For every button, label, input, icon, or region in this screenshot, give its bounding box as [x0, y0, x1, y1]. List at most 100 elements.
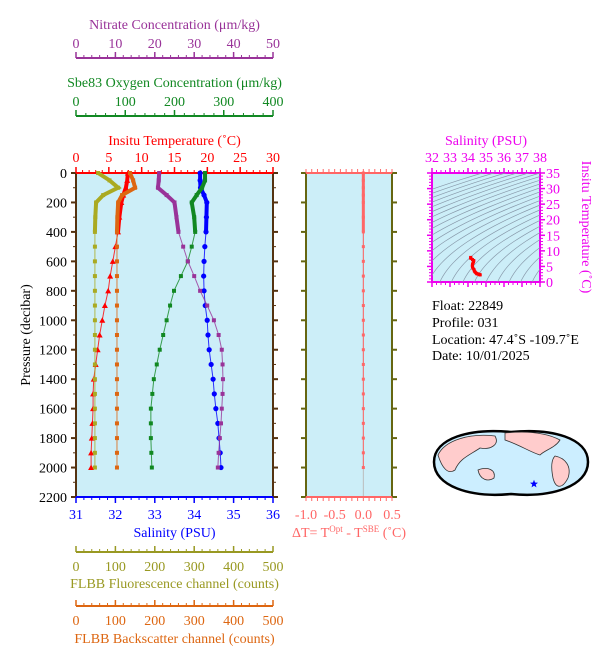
nitrate-point [220, 377, 225, 382]
salinity-point [201, 192, 207, 198]
backscatter-point [114, 333, 119, 337]
ts-isopycnal [474, 225, 540, 282]
ts-ytick-label: 20 [546, 214, 560, 229]
nitrate-point [216, 333, 221, 337]
fluorescence-point [92, 333, 97, 337]
delta-t-point [361, 245, 365, 249]
backscatter-tick-label: 500 [263, 614, 284, 629]
delta-t-point [361, 348, 365, 352]
salinity-tick-label: 31 [69, 508, 83, 523]
delta-t-point [361, 436, 365, 440]
backscatter-point [115, 215, 120, 220]
ts-isopycnal [432, 195, 540, 252]
nitrate-point [172, 200, 177, 205]
map-landmass [504, 431, 561, 456]
delta-t-point [361, 421, 365, 425]
oxygen-axis-title: Sbe83 Oxygen Concentration (μm/kg) [67, 76, 282, 91]
delta-t-point [361, 304, 365, 308]
oxygen-tick-label: 0 [73, 95, 80, 110]
backscatter-point [114, 421, 119, 426]
fluorescence-tick-label: 200 [144, 560, 165, 575]
oxygen-point [189, 244, 194, 249]
fluorescence-point [92, 362, 97, 367]
ts-ytick-label: 35 [546, 167, 560, 182]
ts-isopycnal [432, 204, 540, 276]
salinity-point [201, 258, 207, 264]
pressure-tick-label: 2200 [39, 491, 67, 506]
salinity-point [204, 317, 210, 323]
info-profile: Profile: 031 [432, 316, 499, 331]
ts-isopycnal [520, 256, 540, 282]
backscatter-point [114, 259, 119, 264]
ts-xlabel: Salinity (PSU) [445, 134, 527, 149]
nitrate-point [155, 185, 160, 190]
pressure-tick-label: 400 [46, 226, 67, 241]
nitrate-point [157, 171, 162, 175]
delta-t-point [361, 274, 365, 278]
delta-t-point [361, 451, 365, 455]
delta-t-point [361, 259, 365, 263]
nitrate-axis-title: Nitrate Concentration (μm/kg) [89, 18, 260, 33]
ts-ylabel: Insitu Temperature (˚C) [578, 161, 593, 294]
backscatter-point [114, 244, 119, 249]
oxygen-point [148, 421, 153, 426]
fluorescence-point [92, 436, 97, 441]
fluorescence-point [92, 244, 97, 249]
backscatter-point [114, 229, 119, 234]
ts-point [469, 256, 473, 260]
pressure-tick-label: 1600 [39, 403, 67, 418]
ts-point [478, 273, 482, 277]
ts-isopycnal [432, 191, 540, 243]
nitrate-tick-label: 20 [148, 37, 162, 52]
info-location: Location: 47.4˚S -109.7˚E [432, 333, 579, 348]
ts-isopycnal [432, 173, 507, 199]
ts-isopycnal [485, 232, 540, 282]
delta-t-point [361, 466, 365, 470]
salinity-point [203, 229, 209, 235]
nitrate-point [219, 347, 224, 352]
pressure-tick-label: 600 [46, 255, 67, 270]
ts-isopycnal [432, 173, 496, 194]
ts-isopycnal [432, 179, 540, 223]
backscatter-point [114, 391, 119, 396]
nitrate-point [211, 318, 216, 323]
pressure-tick-label: 800 [46, 285, 67, 300]
float-location-star-icon [530, 479, 538, 488]
nitrate-point [156, 178, 161, 183]
fluorescence-point [92, 347, 97, 352]
nitrate-point [181, 244, 186, 249]
oxygen-point [203, 178, 208, 183]
delta-t-title-part: (˚C) [379, 526, 406, 541]
delta-t-point [361, 289, 365, 293]
delta-t-point [361, 230, 365, 234]
delta-t-point [361, 215, 365, 219]
oxygen-point [148, 436, 153, 441]
backscatter-point [116, 200, 121, 205]
temperature-point [107, 273, 114, 279]
temperature-tick-label: 0 [73, 151, 80, 166]
delta-t-point [361, 186, 365, 190]
ts-ytick-label: 0 [546, 276, 553, 291]
oxygen-point [149, 465, 154, 470]
ts-isopycnal [497, 239, 540, 282]
map-landmass [437, 434, 497, 472]
ts-isopycnal [432, 173, 519, 203]
oxygen-point [178, 274, 183, 279]
delta-t-point [361, 392, 365, 396]
salinity-tick-label: 36 [266, 508, 280, 523]
fluorescence-point [92, 406, 97, 411]
nitrate-point [217, 436, 222, 441]
oxygen-point [200, 185, 205, 190]
temperature-point [96, 332, 103, 338]
oxygen-point [161, 333, 166, 337]
pressure-tick-label: 1000 [39, 314, 67, 329]
salinity-tick-label: 33 [148, 508, 162, 523]
fluorescence-point [92, 465, 97, 470]
oxygen-point [192, 215, 197, 220]
info-date: Date: 10/01/2025 [432, 349, 530, 364]
temperature-tick-label: 25 [233, 151, 247, 166]
fluorescence-point [92, 391, 97, 396]
backscatter-tick-label: 100 [105, 614, 126, 629]
oxygen-tick-label: 200 [164, 95, 185, 110]
backscatter-point [114, 288, 119, 293]
